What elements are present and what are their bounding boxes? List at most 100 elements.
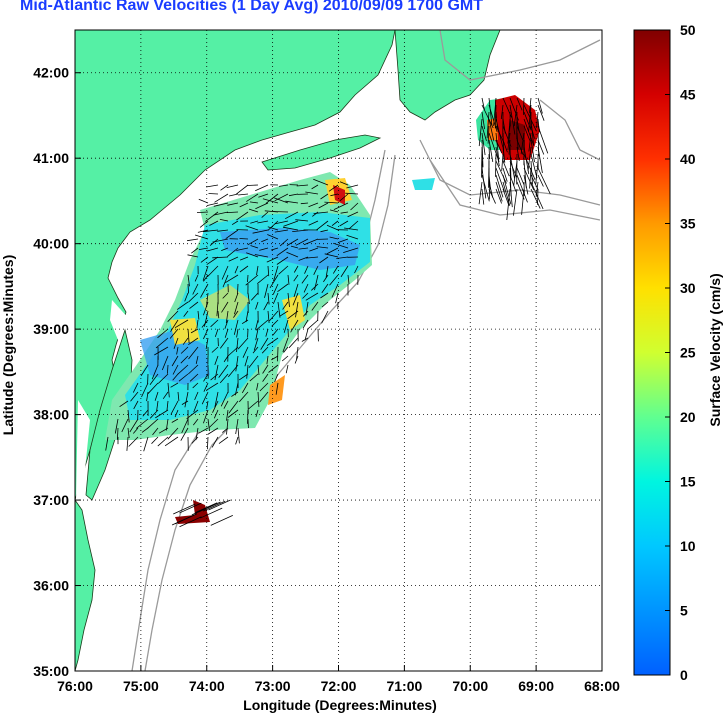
velocity-arrow [316, 246, 329, 249]
velocity-arrow [132, 427, 139, 434]
velocity-arrow [516, 174, 528, 203]
velocity-arrow [136, 418, 149, 429]
velocity-arrow [225, 229, 239, 240]
velocity-arrow [140, 364, 149, 377]
velocity-arrow [502, 146, 506, 163]
velocity-arrow [488, 146, 491, 160]
velocity-arrow [313, 178, 329, 186]
x-axis-label: Longitude (Degrees:Minutes) [243, 697, 437, 713]
velocity-arrow [222, 292, 229, 299]
velocity-arrow [324, 253, 339, 258]
y-tick-label: 42:00 [33, 65, 69, 81]
velocity-arrow [508, 139, 511, 155]
x-tick-label: 73:00 [255, 678, 291, 694]
velocity-arrow [279, 310, 289, 317]
velocity-arrow [239, 238, 249, 240]
velocity-arrow [330, 193, 339, 197]
velocity-arrow [261, 238, 269, 243]
velocity-arrow [523, 174, 529, 195]
velocity-arrow [200, 507, 223, 519]
velocity-arrow [224, 328, 229, 338]
velocity-arrow [283, 346, 289, 353]
velocity-arrow [211, 346, 219, 353]
velocity-arrow [176, 346, 179, 355]
velocity-arrow [255, 409, 259, 418]
velocity-arrow [350, 202, 359, 211]
velocity-arrow [269, 274, 279, 289]
velocity-arrow [530, 125, 535, 139]
velocity-arrow [177, 391, 180, 401]
y-tick-label: 41:00 [33, 150, 69, 166]
velocity-arrow [219, 219, 229, 222]
velocity-arrow [530, 188, 541, 209]
velocity-arrow [172, 373, 179, 381]
velocity-arrow [530, 160, 533, 185]
velocity-arrow [255, 301, 259, 310]
velocity-arrow [192, 283, 199, 295]
velocity-arrow [233, 319, 239, 335]
velocity-arrow [149, 373, 159, 385]
velocity-arrow [239, 265, 249, 273]
velocity-arrow [314, 274, 319, 291]
velocity-arrow [236, 328, 239, 338]
velocity-arrow [114, 418, 119, 434]
velocity-arrow [285, 211, 299, 220]
velocity-arrow [210, 515, 233, 526]
velocity-arrow [170, 382, 179, 388]
velocity-arrow [488, 97, 493, 127]
velocity-arrow [513, 188, 518, 216]
velocity-arrow [127, 409, 130, 423]
velocity-arrow [146, 391, 149, 402]
velocity-arrow [537, 125, 549, 154]
y-tick-label: 36:00 [33, 578, 69, 594]
velocity-arrow [121, 418, 129, 433]
velocity-arrow [513, 160, 518, 186]
velocity-arrow [196, 319, 199, 329]
velocity-arrow [354, 265, 359, 274]
velocity-arrow [267, 292, 270, 305]
velocity-arrow [277, 301, 281, 318]
velocity-arrow [181, 400, 189, 405]
velocity-arrow [278, 184, 289, 187]
colorbar-tick-label: 50 [680, 22, 696, 38]
velocity-arrow [298, 256, 309, 261]
velocity-arrow [203, 301, 209, 316]
velocity-arrow [303, 283, 309, 293]
velocity-arrow [247, 184, 259, 186]
velocity-arrow [261, 211, 269, 218]
velocity-arrow [247, 238, 259, 246]
velocity-arrow [265, 328, 269, 337]
velocity-arrow [214, 355, 219, 366]
velocity-arrow [250, 220, 259, 224]
velocity-arrow [340, 265, 349, 278]
velocity-arrow [537, 146, 543, 174]
velocity-arrow [266, 355, 269, 365]
velocity-arrow [295, 219, 309, 222]
velocity-arrow [194, 391, 199, 401]
velocity-arrow [151, 364, 159, 380]
colorbar-ticks: 0 5 10 15 20 25 30 35 40 45 50 [665, 22, 696, 683]
velocity-arrow [278, 265, 289, 275]
velocity-arrow [260, 337, 269, 350]
velocity-arrow [263, 301, 269, 311]
velocity-arrow [245, 225, 259, 231]
velocity-arrow [495, 181, 503, 202]
velocity-arrow [182, 337, 189, 345]
velocity-arrow [481, 188, 485, 205]
velocity-arrow [171, 514, 195, 526]
velocity-arrow [225, 310, 229, 324]
velocity-arrow [188, 364, 199, 375]
velocity-arrow [495, 146, 500, 167]
velocity-arrow [502, 174, 512, 205]
velocity-arrow [298, 247, 309, 250]
velocity-arrow [337, 238, 349, 243]
velocity-arrow [537, 97, 543, 114]
velocity-arrow [282, 301, 289, 310]
velocity-arrow [290, 319, 299, 333]
velocity-arrow [187, 274, 190, 287]
velocity-arrow [130, 391, 139, 402]
velocity-arrow [233, 310, 239, 318]
velocity-arrow [528, 132, 532, 152]
velocity-arrow [268, 364, 279, 373]
velocity-arrow [307, 319, 319, 330]
